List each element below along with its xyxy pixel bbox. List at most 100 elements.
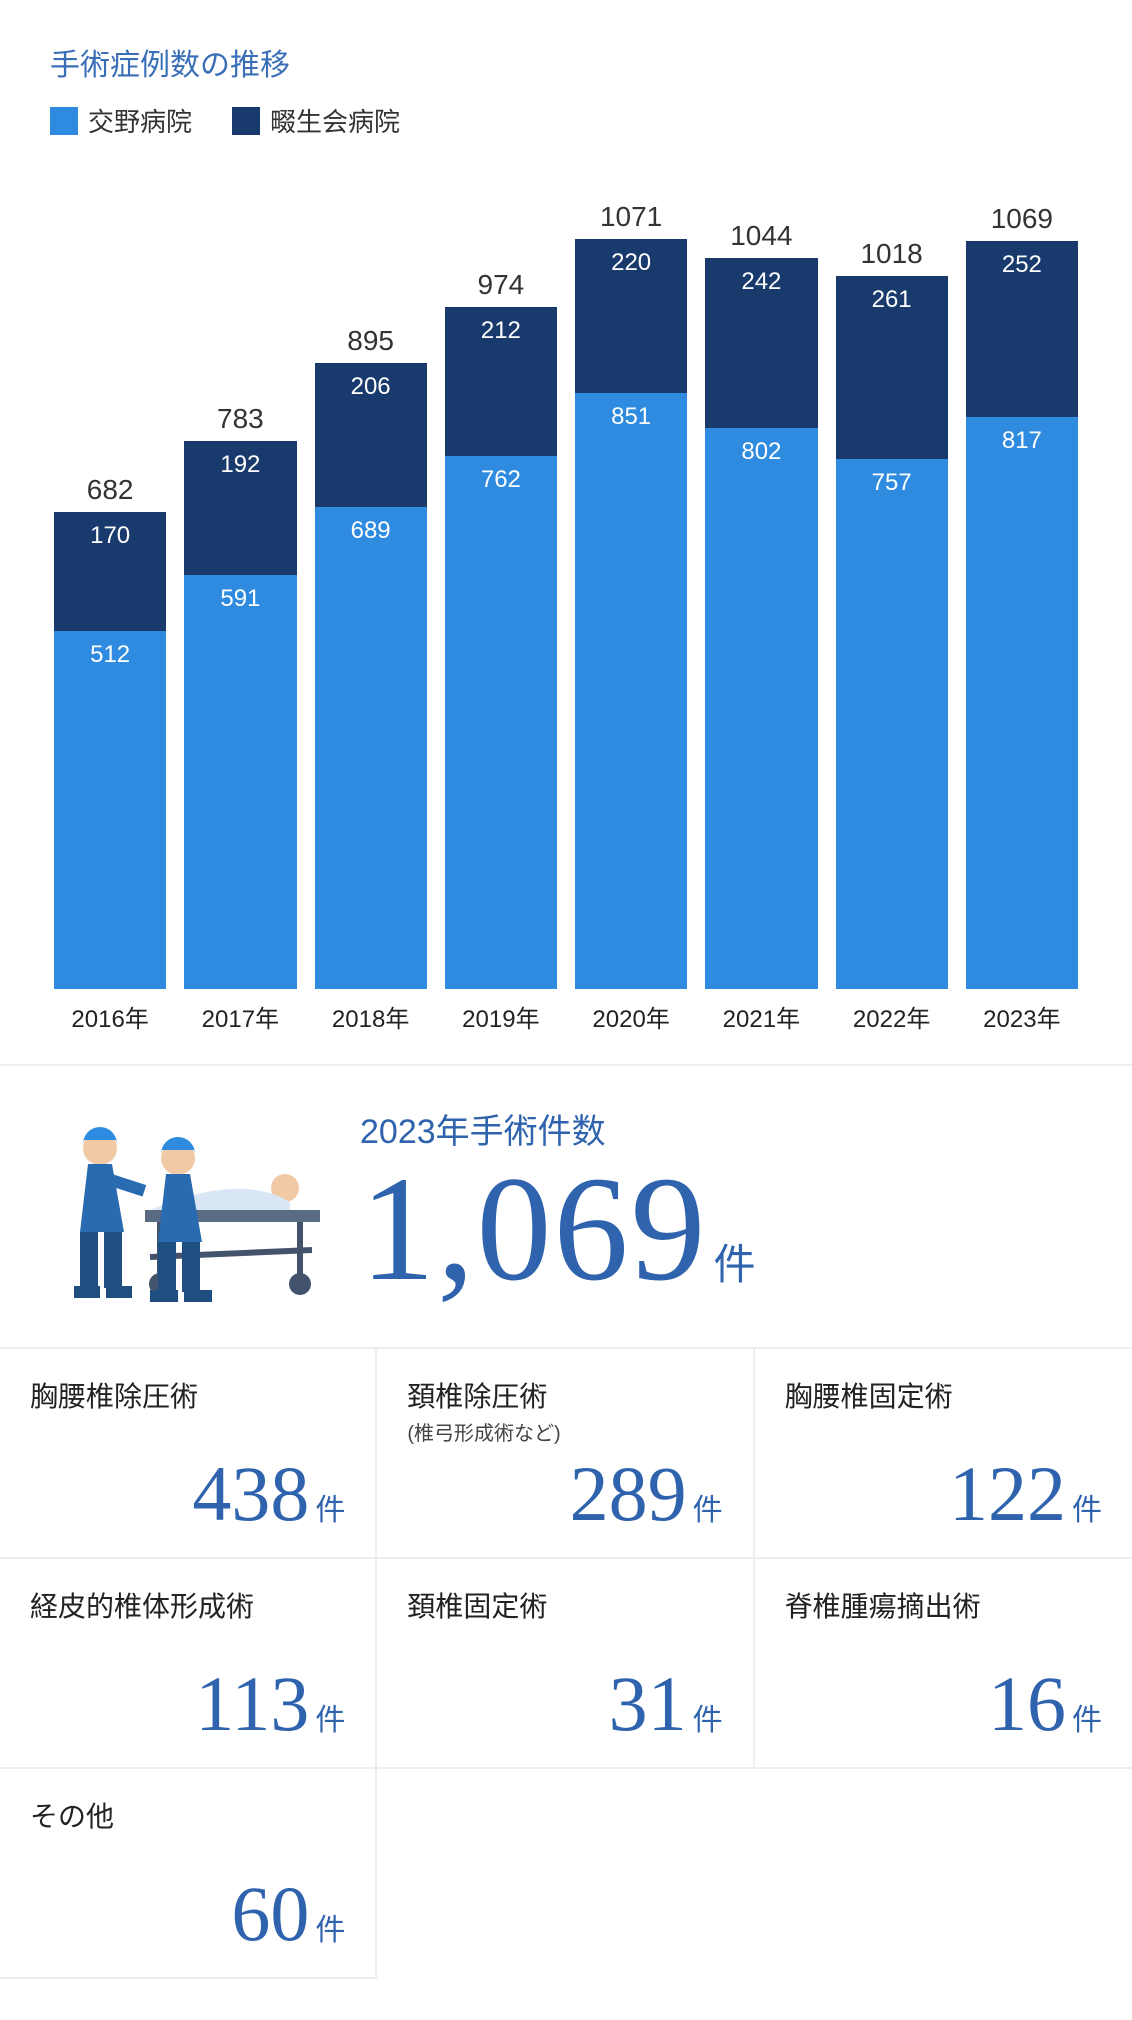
stat-value-row: 113件 (30, 1659, 345, 1749)
stat-title: 脊椎腫瘍摘出術 (785, 1585, 1102, 1625)
bar-stack: 192591 (184, 441, 296, 989)
stat-title: 頚椎固定術 (407, 1585, 722, 1625)
x-axis-label: 2021年 (705, 999, 817, 1034)
bar-group: 895 206689 (315, 325, 427, 989)
stat-value-row: 60件 (30, 1869, 345, 1959)
bar-stack: 252817 (966, 241, 1078, 989)
bar-total-label: 974 (478, 269, 525, 301)
legend-item: 畷生会病院 (232, 102, 400, 139)
stat-title: 胸腰椎除圧術 (30, 1375, 345, 1415)
bar-total-label: 895 (347, 325, 394, 357)
bar-segment-top: 206 (315, 363, 427, 507)
bar-total-label: 1018 (860, 238, 922, 270)
bar-group: 974 212762 (445, 269, 557, 989)
stat-cell: 頚椎除圧術(椎弓形成術など) 289件 (377, 1349, 754, 1559)
bar-stack: 242802 (705, 258, 817, 989)
stat-value: 31 (609, 1659, 687, 1749)
bar-segment-bottom: 851 (575, 393, 687, 989)
bar-segment-top: 252 (966, 241, 1078, 417)
bar-chart: 6821705127831925918952066899742127621071… (50, 169, 1082, 989)
surgery-patient-transport-icon (50, 1102, 330, 1317)
bar-segment-bottom: 802 (705, 428, 817, 989)
x-axis-label: 2018年 (315, 999, 427, 1034)
stat-unit: 件 (315, 1905, 345, 1949)
hero-value-row: 1,069 件 (360, 1143, 1082, 1315)
bar-group: 1071 220851 (575, 201, 687, 989)
chart-section: 手術症例数の推移 交野病院 畷生会病院 68217051278319259189… (0, 0, 1132, 1066)
stat-value-row: 438件 (30, 1449, 345, 1539)
stat-value: 60 (231, 1869, 309, 1959)
bar-segment-bottom: 757 (836, 459, 948, 989)
bar-group: 682 170512 (54, 474, 166, 989)
legend-swatch-icon (50, 107, 78, 135)
x-axis-label: 2022年 (836, 999, 948, 1034)
bar-group: 1044 242802 (705, 220, 817, 989)
bar-segment-top: 170 (54, 512, 166, 631)
bar-stack: 170512 (54, 512, 166, 989)
stat-value-row: 289件 (407, 1449, 722, 1539)
hero-text: 2023年手術件数 1,069 件 (360, 1104, 1082, 1315)
chart-legend: 交野病院 畷生会病院 (50, 102, 1082, 139)
bar-segment-bottom: 512 (54, 631, 166, 989)
bar-total-label: 1044 (730, 220, 792, 252)
stat-title: 経皮的椎体形成術 (30, 1585, 345, 1625)
stat-value: 438 (192, 1449, 309, 1539)
legend-label: 畷生会病院 (270, 102, 400, 139)
stat-title: 胸腰椎固定術 (785, 1375, 1102, 1415)
x-axis-label: 2020年 (575, 999, 687, 1034)
bar-group: 783 192591 (184, 403, 296, 989)
stat-value-row: 31件 (407, 1659, 722, 1749)
bar-segment-top: 242 (705, 258, 817, 427)
stat-value-row: 16件 (785, 1659, 1102, 1749)
hero-summary: 2023年手術件数 1,069 件 (0, 1066, 1132, 1349)
x-axis-labels: 2016年 2017年 2018年 2019年 2020年 2021年 2022年 2023年 (50, 989, 1082, 1034)
stat-cell: 脊椎腫瘍摘出術 16件 (755, 1559, 1132, 1769)
x-axis-label: 2019年 (445, 999, 557, 1034)
bar-segment-bottom: 591 (184, 575, 296, 989)
bar-segment-top: 192 (184, 441, 296, 575)
bar-total-label: 1071 (600, 201, 662, 233)
stat-cell: 経皮的椎体形成術 113件 (0, 1559, 377, 1769)
stat-value: 122 (949, 1449, 1066, 1539)
bar-total-label: 783 (217, 403, 264, 435)
stats-grid: 胸腰椎除圧術438件頚椎除圧術(椎弓形成術など)289件胸腰椎固定術122件経皮… (0, 1349, 1132, 1979)
bar-segment-bottom: 817 (966, 417, 1078, 989)
bar-stack: 261757 (836, 276, 948, 989)
bar-total-label: 682 (87, 474, 134, 506)
legend-swatch-icon (232, 107, 260, 135)
bar-stack: 212762 (445, 307, 557, 989)
bar-stack: 220851 (575, 239, 687, 989)
legend-item: 交野病院 (50, 102, 192, 139)
stat-unit: 件 (315, 1695, 345, 1739)
stat-unit: 件 (1072, 1695, 1102, 1739)
bar-group: 1069 252817 (966, 203, 1078, 989)
stat-cell: 頚椎固定術 31件 (377, 1559, 754, 1769)
bar-segment-top: 220 (575, 239, 687, 393)
bar-segment-bottom: 689 (315, 507, 427, 989)
hero-unit: 件 (714, 1231, 756, 1292)
stat-unit: 件 (1072, 1485, 1102, 1529)
x-axis-label: 2016年 (54, 999, 166, 1034)
stat-value: 16 (988, 1659, 1066, 1749)
bar-segment-bottom: 762 (445, 456, 557, 989)
x-axis-label: 2023年 (966, 999, 1078, 1034)
stat-cell: 胸腰椎除圧術 438件 (0, 1349, 377, 1559)
stat-cell: その他 60件 (0, 1769, 377, 1979)
stat-value: 113 (195, 1659, 309, 1749)
bar-total-label: 1069 (991, 203, 1053, 235)
stat-value-row: 122件 (785, 1449, 1102, 1539)
stat-title: その他 (30, 1795, 345, 1835)
bar-segment-top: 261 (836, 276, 948, 459)
stat-unit: 件 (693, 1485, 723, 1529)
stat-unit: 件 (693, 1695, 723, 1739)
stat-title: 頚椎除圧術 (407, 1375, 722, 1415)
stat-cell: 胸腰椎固定術 122件 (755, 1349, 1132, 1559)
hero-number: 1,069 (360, 1143, 708, 1315)
bar-stack: 206689 (315, 363, 427, 989)
legend-label: 交野病院 (88, 102, 192, 139)
stat-subtitle: (椎弓形成術など) (407, 1417, 722, 1446)
x-axis-label: 2017年 (184, 999, 296, 1034)
stat-unit: 件 (315, 1485, 345, 1529)
stat-value: 289 (570, 1449, 687, 1539)
bar-group: 1018 261757 (836, 238, 948, 989)
